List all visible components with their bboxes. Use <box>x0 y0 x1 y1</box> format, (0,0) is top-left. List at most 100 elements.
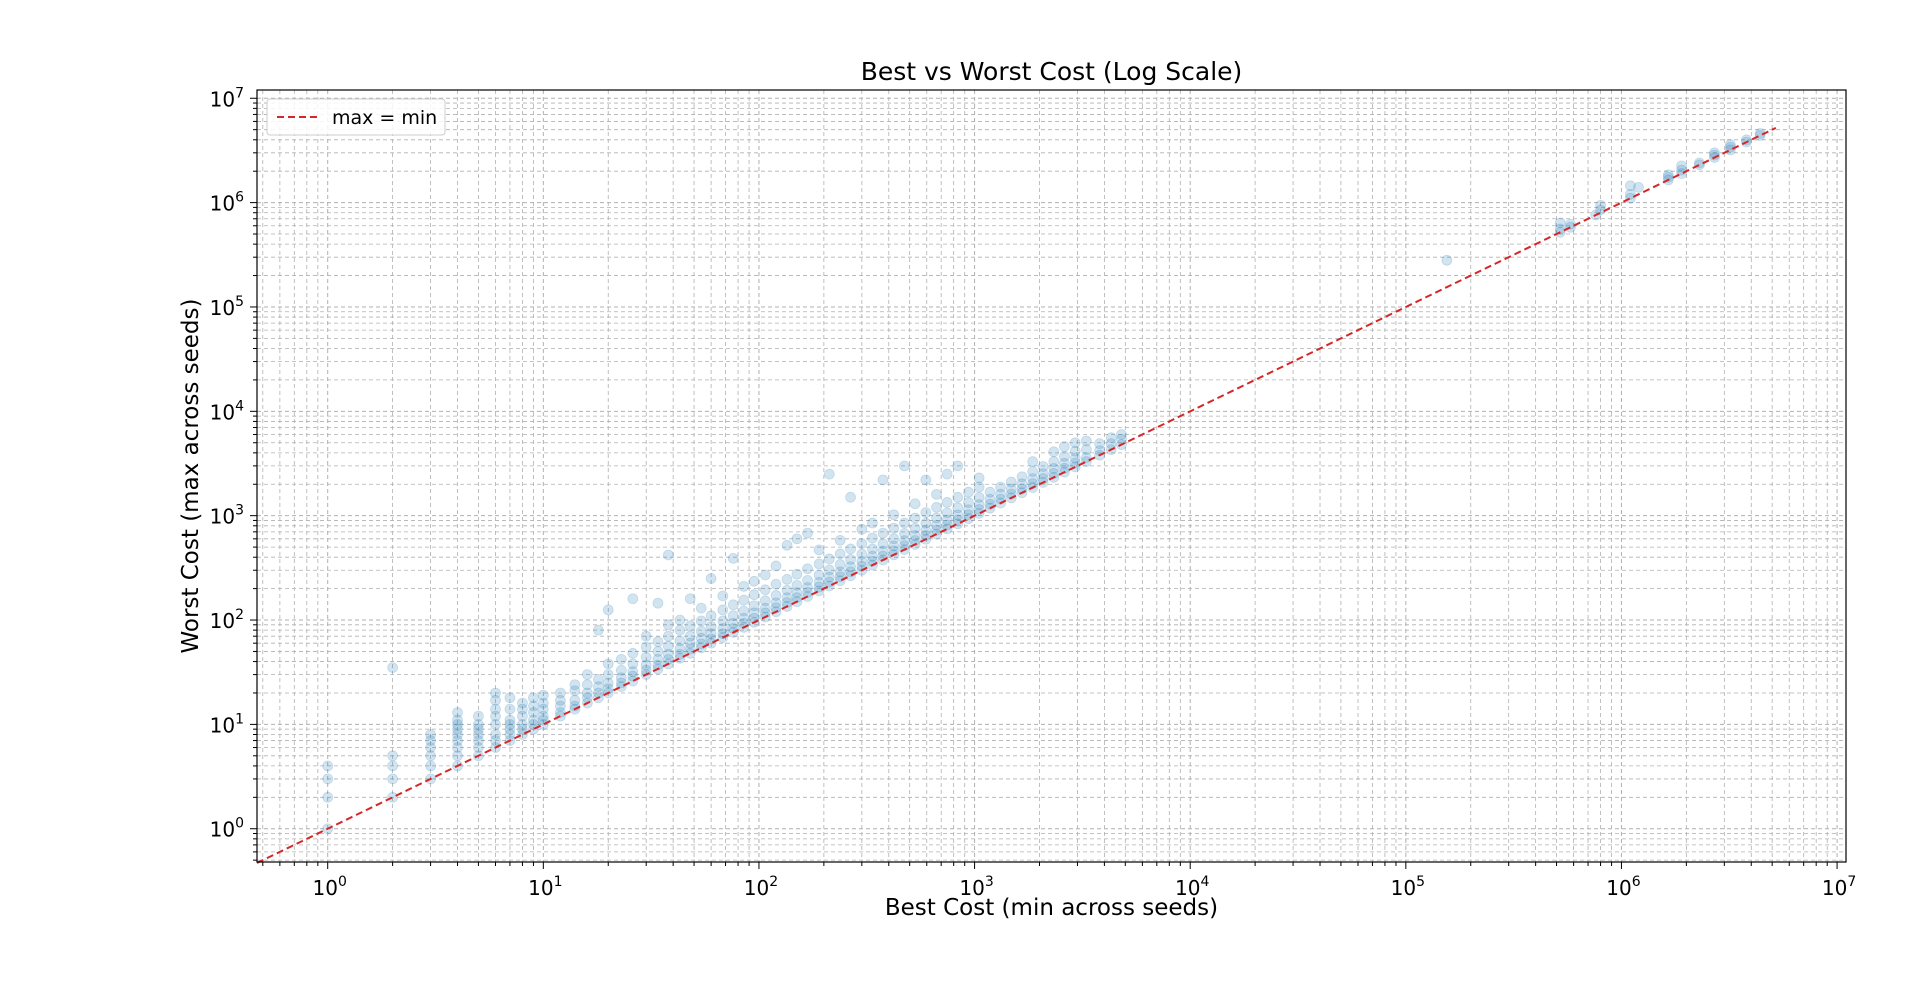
scatter-point <box>1080 435 1092 447</box>
scatter-point <box>695 632 707 644</box>
scatter-point <box>592 673 604 685</box>
scatter-point <box>387 773 399 785</box>
scatter-point <box>791 579 803 591</box>
scatter-point <box>952 502 964 514</box>
scatter-point <box>452 750 463 762</box>
legend: max = min <box>266 98 446 136</box>
scatter-point <box>652 636 664 648</box>
y-tick-label: 102 <box>210 607 244 633</box>
scatter-point <box>888 509 900 521</box>
x-axis-title: Best Cost (min across seeds) <box>885 895 1218 921</box>
scatter-point <box>615 664 627 676</box>
scatter-point <box>569 694 581 706</box>
scatter-point <box>640 659 652 671</box>
scatter-point <box>973 492 985 503</box>
scatter-point <box>909 530 921 541</box>
grid <box>257 90 1846 862</box>
scatter-point <box>813 558 825 570</box>
y-axis-title: Worst Cost (max across seeds) <box>178 299 204 654</box>
scatter-point <box>1048 446 1060 458</box>
scatter-point <box>748 589 760 601</box>
scatter-point <box>781 584 793 596</box>
chart-title: Best vs Worst Cost (Log Scale) <box>861 57 1243 86</box>
scatter-point <box>1724 144 1736 156</box>
scatter-point <box>452 735 463 746</box>
scatter-point <box>555 710 566 722</box>
scatter-point <box>684 630 696 642</box>
scatter-point <box>759 595 771 607</box>
scatter-point <box>941 468 953 480</box>
scatter-point <box>1094 438 1105 450</box>
legend-box <box>266 98 446 136</box>
scatter-point <box>867 550 878 562</box>
scatter-point <box>813 569 825 581</box>
scatter-point <box>517 718 528 730</box>
scatter-point <box>674 614 686 626</box>
scatter-point <box>662 619 674 631</box>
scatter-point <box>674 635 686 647</box>
scatter-point <box>781 574 793 585</box>
scatter-point <box>490 718 501 730</box>
x-tick-label: 105 <box>1391 874 1425 900</box>
scatter-point <box>770 590 782 601</box>
scatter-point <box>845 561 856 573</box>
scatter-point <box>877 545 889 557</box>
scatter-point <box>920 524 932 536</box>
scatter-point <box>727 617 739 629</box>
scatter-point <box>1676 168 1687 179</box>
scatter-point <box>1676 160 1687 172</box>
scatter-point <box>490 735 501 746</box>
scatter-point <box>602 669 614 680</box>
scatter-point <box>569 685 581 697</box>
scatter-point <box>802 563 813 575</box>
scatter-point <box>823 571 835 583</box>
scatter-point <box>963 513 974 525</box>
scatter-point <box>834 559 846 570</box>
scatter-point <box>425 750 436 762</box>
scatter-point <box>748 600 760 612</box>
scatter-point <box>952 460 964 472</box>
scatter-point <box>717 604 729 616</box>
scatter-point <box>425 760 436 772</box>
scatter-point <box>909 498 921 510</box>
x-tick-label: 102 <box>744 874 778 900</box>
scatter-point <box>452 707 463 718</box>
scatter-point <box>802 582 813 593</box>
scatter-point <box>1059 457 1070 469</box>
scatter-point <box>759 602 771 614</box>
scatter-point <box>856 548 868 560</box>
scatter-point <box>856 523 868 535</box>
scatter-point <box>452 714 463 726</box>
scatter-point <box>473 729 484 740</box>
scatter-point <box>684 620 696 632</box>
scatter-point <box>425 735 436 746</box>
scatter-point <box>592 624 604 636</box>
scatter-points <box>322 128 1766 835</box>
scatter-point <box>995 488 1006 500</box>
scatter-point <box>1624 192 1636 204</box>
scatter-point <box>674 652 686 664</box>
scatter-point <box>1441 254 1453 266</box>
scatter-point <box>973 472 985 484</box>
scatter-point <box>452 723 463 735</box>
scatter-point <box>727 552 739 564</box>
scatter-point <box>473 742 484 753</box>
x-tick-label: 100 <box>313 874 347 900</box>
plot-frame <box>256 89 1847 863</box>
scatter-point <box>695 642 707 654</box>
x-tick-label: 101 <box>528 874 562 900</box>
scatter-point <box>1633 181 1644 193</box>
scatter-point <box>952 518 964 530</box>
scatter-point <box>602 604 614 616</box>
scatter-point <box>387 760 399 772</box>
scatter-point <box>823 580 835 592</box>
y-tick-label: 104 <box>210 398 244 424</box>
scatter-point <box>963 486 974 498</box>
scatter-point <box>867 517 878 529</box>
scatter-point <box>781 592 793 604</box>
scatter-point <box>834 548 846 560</box>
scatter-point <box>952 509 964 521</box>
legend-label-max-equals-min: max = min <box>332 107 437 129</box>
scatter-point <box>738 581 750 592</box>
